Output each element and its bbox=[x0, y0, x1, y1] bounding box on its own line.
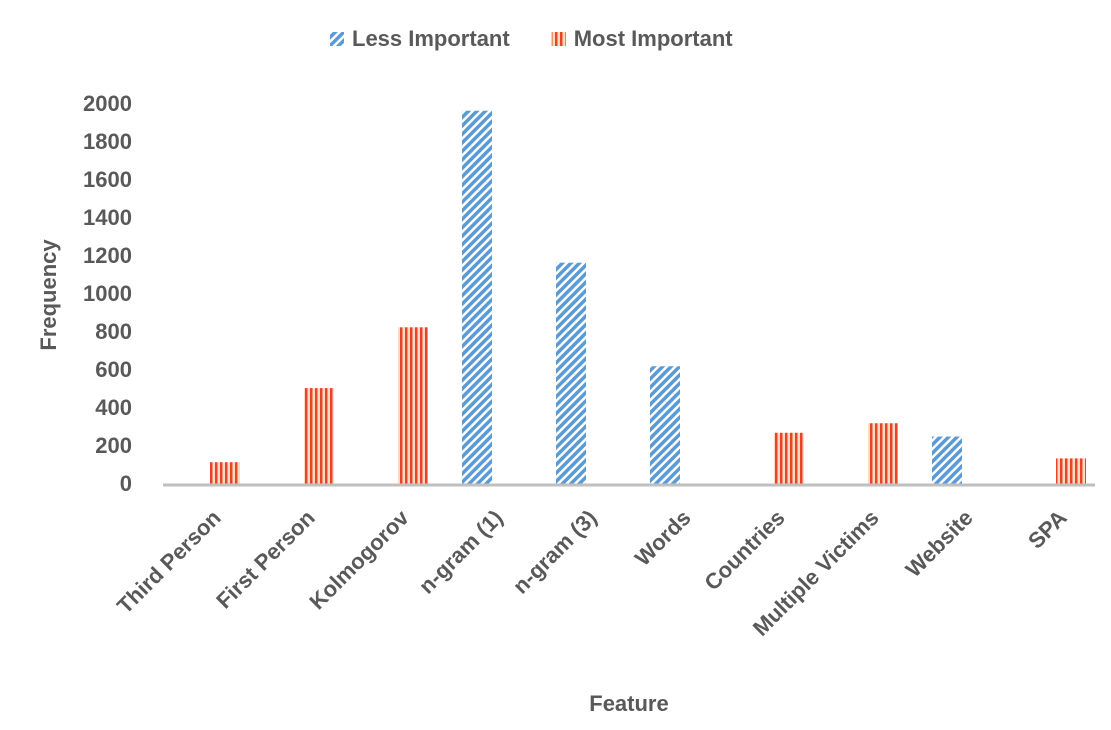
bar bbox=[556, 262, 586, 485]
bar bbox=[462, 110, 492, 485]
bar bbox=[774, 432, 804, 485]
x-tick-label: Countries bbox=[699, 505, 789, 595]
y-tick-label: 200 bbox=[95, 433, 132, 458]
x-tick-label: n-gram (1) bbox=[414, 505, 508, 599]
x-tick-label: Kolmogorov bbox=[304, 504, 414, 614]
y-tick-label: 600 bbox=[95, 357, 132, 382]
y-tick-label: 1600 bbox=[83, 167, 132, 192]
x-tick-label: n-gram (3) bbox=[508, 505, 602, 599]
y-tick-label: 400 bbox=[95, 395, 132, 420]
legend-label: Less Important bbox=[352, 26, 510, 51]
y-tick-label: 0 bbox=[120, 471, 132, 496]
x-axis-title: Feature bbox=[589, 691, 668, 716]
x-tick-label: Words bbox=[630, 505, 696, 571]
x-tick-label: Website bbox=[901, 505, 978, 582]
y-tick-label: 1400 bbox=[83, 205, 132, 230]
bar bbox=[304, 388, 334, 485]
y-tick-label: 1800 bbox=[83, 129, 132, 154]
y-tick-label: 1200 bbox=[83, 243, 132, 268]
bar bbox=[210, 462, 240, 485]
y-axis-title: Frequency bbox=[36, 239, 61, 351]
legend-swatch bbox=[330, 32, 344, 46]
bar bbox=[1056, 458, 1086, 485]
bar bbox=[868, 423, 898, 485]
legend-label: Most Important bbox=[574, 26, 734, 51]
y-tick-label: 1000 bbox=[83, 281, 132, 306]
y-tick-label: 2000 bbox=[83, 91, 132, 116]
x-tick-label: First Person bbox=[211, 505, 319, 613]
bar bbox=[932, 436, 962, 485]
x-tick-label: SPA bbox=[1023, 505, 1072, 554]
bar bbox=[650, 366, 680, 485]
legend-swatch bbox=[551, 32, 566, 46]
x-tick-label: Third Person bbox=[112, 505, 226, 619]
y-tick-label: 800 bbox=[95, 319, 132, 344]
bar bbox=[398, 327, 428, 485]
